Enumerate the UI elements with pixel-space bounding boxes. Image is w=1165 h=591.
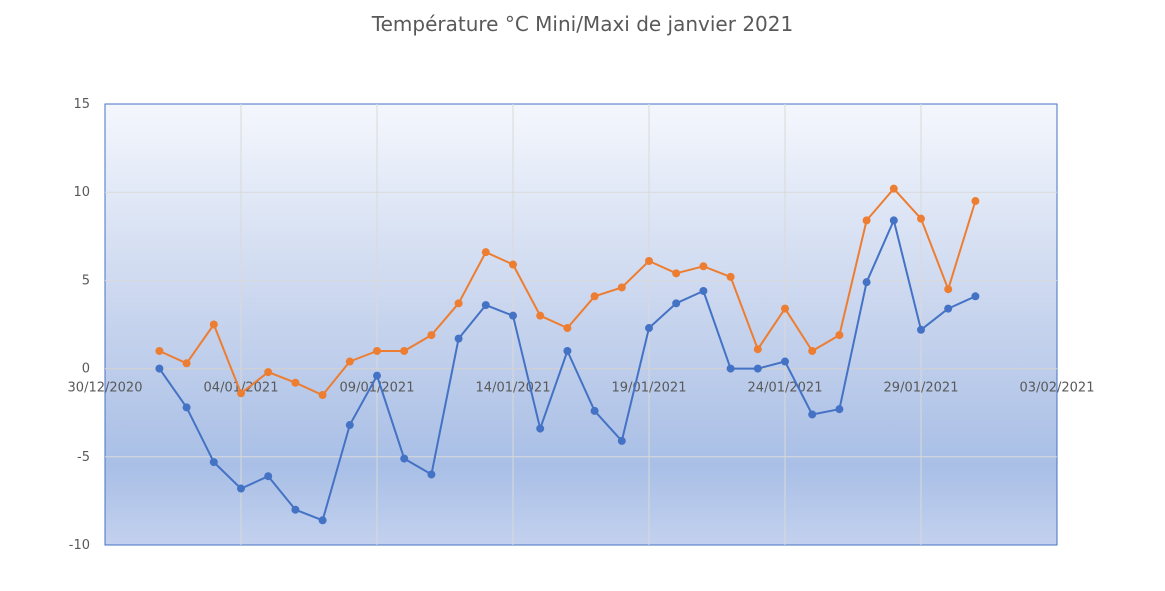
x-tick-label: 09/01/2021 — [340, 381, 415, 396]
gridlines — [105, 104, 1057, 545]
data-point — [590, 292, 599, 301]
data-point — [400, 454, 409, 463]
data-point — [155, 364, 164, 373]
y-tick-label: 15 — [73, 97, 90, 112]
x-tick-label: 24/01/2021 — [748, 381, 823, 396]
chart-title: Température °C Mini/Maxi de janvier 2021 — [371, 12, 794, 36]
data-point — [237, 389, 245, 398]
data-point — [481, 301, 490, 310]
data-point — [835, 405, 844, 414]
x-tick-label: 19/01/2021 — [612, 381, 687, 396]
data-point — [182, 403, 191, 412]
data-point — [209, 320, 218, 329]
data-point — [264, 472, 273, 481]
data-point — [373, 346, 381, 355]
data-point — [889, 184, 898, 193]
x-axis: 30/12/2020 04/01/2021 09/01/2021 14/01/2021… — [68, 381, 1095, 396]
data-point — [209, 458, 218, 467]
data-point — [509, 311, 517, 320]
data-point — [454, 299, 463, 308]
data-point — [481, 248, 490, 257]
data-point — [917, 325, 925, 334]
data-point — [318, 516, 327, 525]
y-axis: 15 10 5 0 -5 -10 — [69, 97, 90, 553]
data-point — [617, 436, 626, 445]
data-point — [318, 391, 327, 400]
data-point — [617, 283, 626, 292]
x-tick-label: 03/02/2021 — [1020, 381, 1095, 396]
data-point — [781, 357, 789, 366]
x-tick-label: 30/12/2020 — [68, 381, 143, 396]
data-point — [645, 256, 653, 265]
data-point — [454, 334, 463, 343]
y-tick-label: 5 — [82, 273, 90, 288]
series-1 — [155, 216, 980, 525]
y-tick-label: -10 — [69, 538, 90, 553]
data-point — [753, 364, 762, 373]
data-point — [808, 410, 817, 419]
data-point — [672, 269, 681, 278]
data-point — [427, 470, 436, 479]
data-point — [781, 304, 789, 313]
y-tick-label: -5 — [77, 450, 90, 465]
data-point — [889, 216, 898, 225]
data-point — [264, 368, 273, 377]
data-point — [944, 304, 953, 313]
x-tick-label: 04/01/2021 — [204, 381, 279, 396]
data-point — [672, 299, 681, 308]
data-point — [699, 262, 708, 271]
series-group — [155, 184, 980, 525]
data-point — [808, 346, 817, 355]
data-point — [862, 278, 871, 287]
data-point — [155, 346, 164, 355]
data-point — [182, 359, 191, 368]
data-point — [971, 292, 980, 301]
data-point — [563, 324, 572, 333]
y-tick-label: 0 — [82, 362, 90, 377]
data-point — [726, 272, 735, 281]
y-tick-label: 10 — [73, 185, 90, 200]
x-tick-label: 29/01/2021 — [884, 381, 959, 396]
plot-area — [104, 103, 1058, 546]
x-tick-label: 14/01/2021 — [476, 381, 551, 396]
data-point — [699, 286, 708, 295]
data-point — [291, 378, 300, 387]
data-point — [509, 260, 517, 269]
data-point — [427, 331, 436, 340]
data-point — [536, 424, 545, 433]
data-point — [345, 357, 354, 366]
data-point — [563, 346, 572, 355]
data-point — [400, 346, 409, 355]
data-point — [944, 285, 953, 294]
data-point — [536, 311, 545, 320]
data-point — [835, 331, 844, 340]
data-point — [645, 324, 653, 333]
data-point — [237, 484, 245, 493]
data-point — [373, 371, 381, 380]
data-point — [291, 505, 300, 514]
data-point — [917, 214, 925, 223]
data-point — [753, 345, 762, 354]
data-point — [726, 364, 735, 373]
data-point — [862, 216, 871, 225]
data-point — [971, 197, 980, 206]
series-2 — [155, 184, 980, 400]
data-point — [590, 406, 599, 415]
data-point — [345, 421, 354, 430]
